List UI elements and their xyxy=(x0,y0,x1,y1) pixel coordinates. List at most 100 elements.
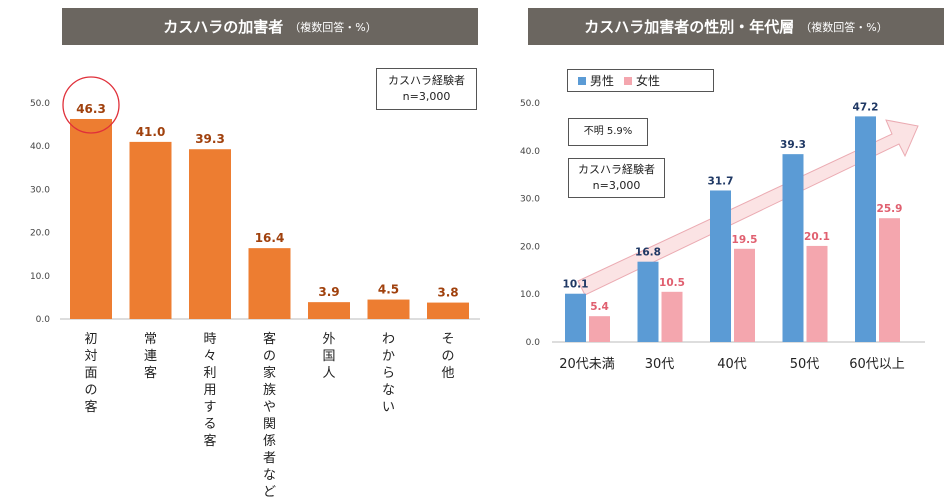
right-category-label: 60代以上 xyxy=(849,357,905,372)
male-bar xyxy=(710,190,731,342)
female-bar xyxy=(879,218,900,342)
left-category-label-char: 関 xyxy=(263,417,276,432)
trend-arrow xyxy=(577,119,919,296)
left-category-label-char: 人 xyxy=(322,366,335,381)
left-y-tick: 40.0 xyxy=(30,142,50,152)
left-category-label-char: 々 xyxy=(203,349,216,364)
left-note-line1: カスハラ経験者 xyxy=(388,74,465,87)
right-category-label: 20代未満 xyxy=(559,357,615,372)
right-category-label: 50代 xyxy=(790,357,820,372)
male-bar-value-label: 31.7 xyxy=(708,175,734,187)
right-chart-subtitle: （複数回答・%） xyxy=(800,20,888,34)
male-bar xyxy=(782,154,804,342)
left-y-tick: 30.0 xyxy=(30,185,50,195)
left-category-label-char: ど xyxy=(263,485,276,500)
left-category-label-char: そ xyxy=(441,332,454,347)
left-category-label-char: 面 xyxy=(84,366,97,381)
female-bar xyxy=(589,316,610,342)
left-bar-value-label: 3.9 xyxy=(318,285,339,299)
left-category-label-char: な xyxy=(263,468,276,483)
left-chart-subtitle: （複数回答・%） xyxy=(289,20,377,34)
left-bar xyxy=(189,149,231,319)
right-y-tick: 10.0 xyxy=(520,290,540,300)
right-sample-note: カスハラ経験者 n=3,000 xyxy=(568,158,665,198)
female-bar xyxy=(661,291,683,342)
left-category-label-char: 家 xyxy=(263,365,276,381)
left-chart-title: カスハラの加害者 xyxy=(163,18,284,36)
male-bar-value-label: 10.1 xyxy=(563,279,589,291)
right-y-tick: 40.0 xyxy=(520,147,540,157)
right-category-label: 40代 xyxy=(717,357,747,372)
left-bar xyxy=(367,299,410,319)
left-category-label-char: 連 xyxy=(144,349,157,364)
legend-female-label: 女性 xyxy=(636,74,661,88)
right-chart-title: カスハラ加害者の性別・年代層 xyxy=(584,18,795,36)
left-y-tick: 0.0 xyxy=(36,315,51,325)
right-note-line2: n=3,000 xyxy=(592,179,641,192)
left-bar xyxy=(427,302,469,319)
female-bar-value-label: 5.4 xyxy=(590,301,609,313)
left-bar-value-label: 4.5 xyxy=(378,283,399,297)
left-category-label-char: の xyxy=(84,383,97,398)
male-bar-value-label: 16.8 xyxy=(635,247,661,259)
left-category-label-char: 客 xyxy=(144,365,157,381)
left-category-label-char: 者 xyxy=(263,451,276,466)
left-category-label-char: 他 xyxy=(441,366,454,381)
right-chart-legend: 男性 女性 xyxy=(567,69,714,92)
left-category-label-char: の xyxy=(441,349,454,364)
female-bar-value-label: 19.5 xyxy=(732,234,758,246)
left-note-line2: n=3,000 xyxy=(402,90,451,103)
left-category-label-char: の xyxy=(263,349,276,364)
legend-male-label: 男性 xyxy=(590,74,615,88)
female-bar-value-label: 10.5 xyxy=(659,277,685,289)
right-category-label: 30代 xyxy=(645,357,675,372)
left-bar-value-label: 16.4 xyxy=(255,231,285,245)
left-y-tick: 10.0 xyxy=(30,272,50,282)
left-category-label-char: 係 xyxy=(263,434,276,449)
right-y-tick: 0.0 xyxy=(526,338,541,348)
left-category-label-char: る xyxy=(203,417,216,432)
left-category-label-char: や xyxy=(263,400,276,415)
left-category-label-char: す xyxy=(203,400,216,415)
female-bar-value-label: 25.9 xyxy=(877,203,903,215)
male-bar-value-label: 39.3 xyxy=(780,139,806,151)
female-bar xyxy=(806,245,828,342)
male-bar xyxy=(855,116,876,342)
left-category-label-char: い xyxy=(382,400,395,415)
left-category-label-char: な xyxy=(382,383,395,398)
left-bar xyxy=(248,248,291,319)
male-bar-value-label: 47.2 xyxy=(853,101,879,113)
female-bar xyxy=(734,248,755,342)
left-y-tick: 20.0 xyxy=(30,229,50,239)
right-y-tick: 50.0 xyxy=(520,99,540,109)
left-bar-value-label: 46.3 xyxy=(76,102,106,116)
left-category-label-char: 客 xyxy=(203,433,216,449)
legend-male-swatch xyxy=(578,76,586,85)
right-note-line1: カスハラ経験者 xyxy=(578,163,655,176)
left-category-label-char: 国 xyxy=(322,349,335,364)
left-bar-value-label: 3.8 xyxy=(437,286,458,300)
unknown-note: 不明 5.9% xyxy=(568,118,648,146)
left-category-label-char: 利 xyxy=(203,366,216,381)
male-bar xyxy=(565,293,586,342)
left-chart-header: カスハラの加害者 （複数回答・%） xyxy=(62,8,478,45)
left-bar-value-label: 39.3 xyxy=(195,132,225,146)
left-category-label-char: か xyxy=(382,349,395,364)
left-sample-note: カスハラ経験者 n=3,000 xyxy=(376,68,477,110)
left-bar xyxy=(70,118,112,319)
male-bar xyxy=(637,261,659,342)
left-category-label-char: 時 xyxy=(203,332,216,347)
left-category-label-char: 外 xyxy=(322,332,335,347)
left-category-label-char: 初 xyxy=(84,332,97,347)
left-y-tick: 50.0 xyxy=(30,99,50,109)
left-bar-value-label: 41.0 xyxy=(136,125,166,139)
left-category-label-char: ら xyxy=(382,366,395,381)
right-y-tick: 30.0 xyxy=(520,195,540,205)
left-category-label-char: 常 xyxy=(144,332,157,347)
left-bar xyxy=(129,141,172,319)
highlight-circle xyxy=(62,76,120,134)
left-category-label-char: 客 xyxy=(263,331,276,347)
legend-female-swatch xyxy=(624,76,633,85)
right-chart-header: カスハラ加害者の性別・年代層 （複数回答・%） xyxy=(528,8,944,45)
left-category-label-char: わ xyxy=(382,332,395,347)
